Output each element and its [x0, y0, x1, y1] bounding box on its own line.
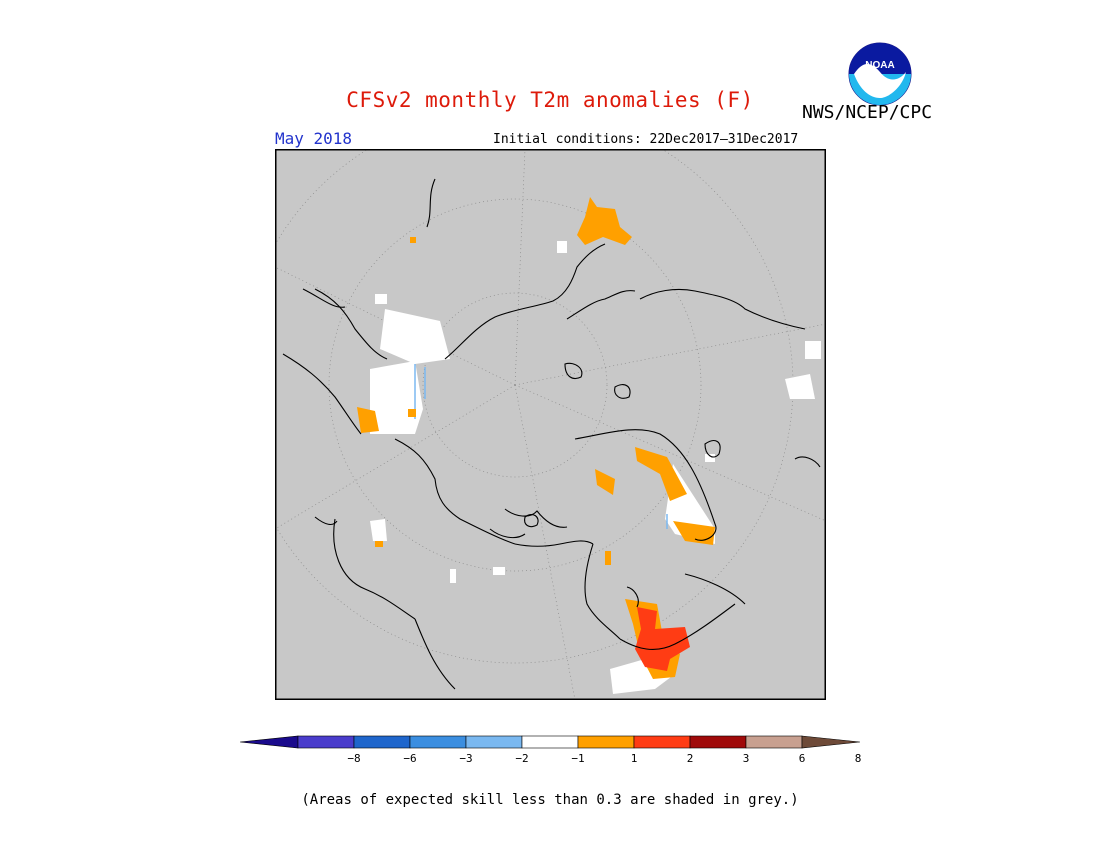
legend-swatch [577, 735, 635, 749]
legend-tick-label: 2 [686, 752, 694, 765]
skill-footnote: (Areas of expected skill less than 0.3 a… [301, 792, 799, 808]
legend-swatch [745, 735, 803, 749]
legend-swatch [521, 735, 579, 749]
legend-tick-label: 3 [742, 752, 750, 765]
legend-swatch-low-arrow [240, 735, 299, 749]
legend-swatch-high-arrow [801, 735, 861, 749]
forecast-month: May 2018 [275, 129, 353, 148]
legend-tick-label: −1 [571, 752, 585, 765]
coastlines [282, 178, 821, 690]
legend-colorbar [240, 735, 861, 749]
legend-swatch [409, 735, 467, 749]
legend-swatch [465, 735, 523, 749]
legend-tick-label: −8 [347, 752, 361, 765]
legend-tick-label: 8 [854, 752, 862, 765]
map-title: CFSv2 monthly T2m anomalies (F) [346, 88, 754, 112]
legend-tick-label: −6 [403, 752, 417, 765]
anomaly-warm-2-3 [635, 607, 690, 671]
legend-tick-label: 1 [630, 752, 638, 765]
noaa-logo: NOAA [848, 42, 912, 106]
legend-swatch [689, 735, 747, 749]
legend-swatch [297, 735, 355, 749]
svg-text:NOAA: NOAA [865, 60, 894, 71]
legend-tick-label: 6 [798, 752, 806, 765]
legend-tick-label: −2 [515, 752, 529, 765]
legend-swatch [353, 735, 411, 749]
low-skill-background [275, 149, 826, 700]
legend-tick-label: −3 [459, 752, 473, 765]
map-frame [275, 149, 826, 700]
agency-label: NWS/NCEP/CPC [802, 102, 933, 123]
initial-conditions: Initial conditions: 22Dec2017–31Dec2017 [493, 132, 799, 147]
legend-swatch [633, 735, 691, 749]
polar-map [275, 149, 826, 700]
